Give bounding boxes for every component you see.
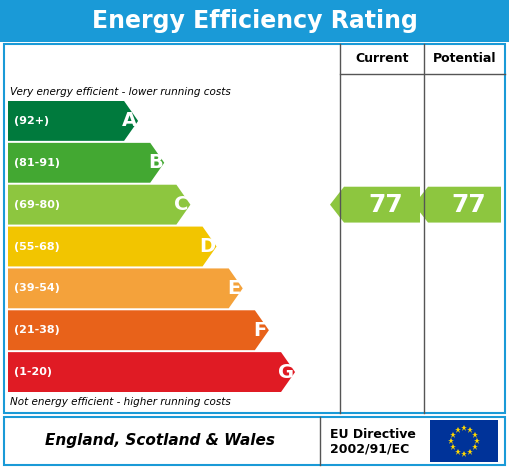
Bar [4,44,505,413]
Text: Very energy efficient - lower running costs: Very energy efficient - lower running co… [10,87,231,97]
Text: Current: Current [355,52,409,65]
Bar [0,0,509,42]
Text: F: F [253,321,266,340]
Text: England, Scotland & Wales: England, Scotland & Wales [45,433,275,448]
Text: B: B [148,153,162,172]
Bar [430,420,498,462]
Text: (21-38): (21-38) [14,325,60,335]
Polygon shape [8,101,138,141]
Bar [4,417,505,465]
Text: 2002/91/EC: 2002/91/EC [330,442,409,455]
Polygon shape [330,187,420,223]
Text: G: G [278,362,294,382]
Text: (1-20): (1-20) [14,367,52,377]
Text: Energy Efficiency Rating: Energy Efficiency Rating [92,9,417,33]
Polygon shape [8,310,269,350]
Polygon shape [8,352,295,392]
Text: (81-91): (81-91) [14,158,60,168]
Text: (92+): (92+) [14,116,49,126]
Polygon shape [8,269,243,308]
Polygon shape [8,185,190,225]
Text: E: E [227,279,240,298]
Text: C: C [174,195,188,214]
Text: A: A [122,112,136,130]
Text: 77: 77 [451,193,486,217]
Text: Not energy efficient - higher running costs: Not energy efficient - higher running co… [10,397,231,407]
Text: Potential: Potential [433,52,496,65]
Text: EU Directive: EU Directive [330,428,416,441]
Text: 77: 77 [369,193,403,217]
Text: D: D [200,237,215,256]
Polygon shape [414,187,501,223]
Text: (69-80): (69-80) [14,200,60,210]
Polygon shape [8,226,216,267]
Text: (55-68): (55-68) [14,241,60,252]
Text: (39-54): (39-54) [14,283,60,293]
Polygon shape [8,143,164,183]
